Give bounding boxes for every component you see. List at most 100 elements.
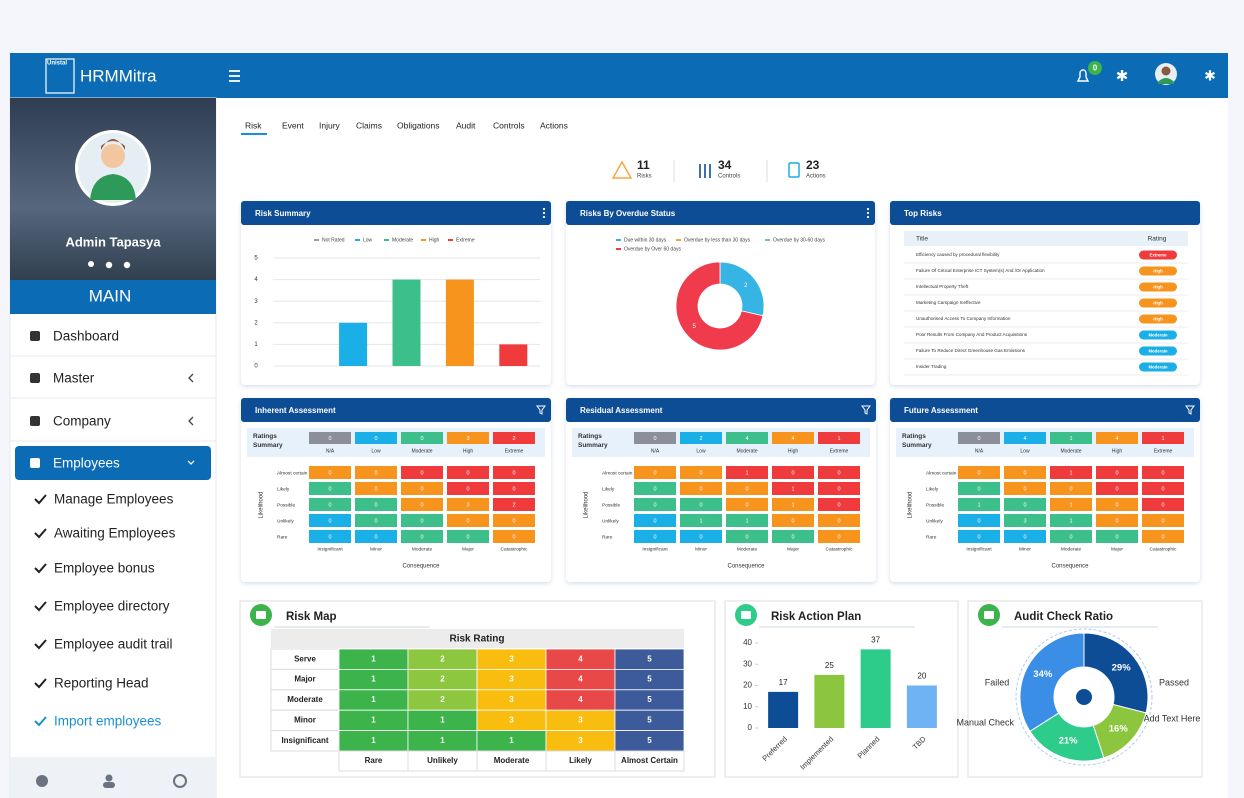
legend-label: High xyxy=(429,237,440,243)
submenu-item[interactable]: Import employees xyxy=(54,714,162,729)
submenu-item[interactable]: Awaiting Employees xyxy=(54,526,176,541)
col-label: Catastrophic xyxy=(826,546,854,552)
settings-icon[interactable]: ✱ xyxy=(1116,68,1129,85)
risk-title: Poor Results From Company And Product Ac… xyxy=(916,332,1028,337)
value-label: 25 xyxy=(825,661,834,670)
rating-badge xyxy=(1139,250,1177,260)
cell-value: 0 xyxy=(653,486,656,492)
card-header xyxy=(890,201,1200,225)
matrix-cell xyxy=(447,514,489,527)
card-menu[interactable] xyxy=(542,211,546,215)
col-label: Major xyxy=(787,546,799,552)
matrix-cell xyxy=(680,498,722,511)
matrix-cell xyxy=(493,466,535,479)
matrix-cell xyxy=(1004,466,1046,479)
cell-value: 0 xyxy=(1161,470,1164,476)
summary-level: N/A xyxy=(975,448,984,454)
tab[interactable]: Controls xyxy=(493,120,525,130)
cell-value: 0 xyxy=(374,470,377,476)
card-icon-glyph xyxy=(984,611,994,619)
y-tick-label: 40 xyxy=(743,638,752,647)
submenu-item[interactable]: Employee audit trail xyxy=(54,637,173,652)
menu-item[interactable]: Master xyxy=(53,371,95,386)
tab[interactable]: Actions xyxy=(540,120,568,130)
card-title: Risk Map xyxy=(286,611,337,623)
card-menu[interactable] xyxy=(542,215,546,219)
card-filter[interactable] xyxy=(1185,405,1195,415)
user-name: Admin Tapasya xyxy=(65,234,161,249)
card-filter[interactable] xyxy=(861,405,871,415)
submenu-item[interactable]: Reporting Head xyxy=(54,676,149,691)
matrix-cell xyxy=(355,514,397,527)
cell-value: 1 xyxy=(977,502,980,508)
matrix-cell xyxy=(309,514,351,527)
footer-icons[interactable] xyxy=(36,774,187,789)
rating-badge xyxy=(1139,330,1177,340)
donut-slice xyxy=(1083,632,1149,714)
y-tick-label: 30 xyxy=(743,659,752,668)
summary-box xyxy=(355,432,397,444)
menu-icon xyxy=(30,331,40,341)
row-label: Serve xyxy=(294,654,316,663)
cell-value: 0 xyxy=(837,518,840,524)
table-title: Risk Rating xyxy=(449,634,504,645)
col-label: Insignificant xyxy=(317,546,343,552)
row-label: Rare xyxy=(277,534,288,540)
matrix-cell xyxy=(401,514,443,527)
risk-title: Unauthorised Access To Company Informati… xyxy=(916,316,1011,321)
menu-item[interactable]: Company xyxy=(53,414,111,429)
profile-actions[interactable] xyxy=(88,261,131,269)
tab[interactable]: Event xyxy=(282,120,304,130)
gear-icon[interactable]: ✱ xyxy=(1204,68,1216,84)
cell-value: 4 xyxy=(578,654,583,663)
slice-label: 16% xyxy=(1109,724,1129,735)
matrix-cell xyxy=(1050,466,1092,479)
card-header xyxy=(566,201,875,225)
cell-value: 0 xyxy=(791,534,794,540)
risk-title: Marketing Campaign Ineffective xyxy=(916,300,981,305)
card-menu[interactable] xyxy=(542,207,546,211)
slice-label: 5 xyxy=(693,324,697,330)
card-filter[interactable] xyxy=(536,405,546,415)
matrix-cell xyxy=(309,498,351,511)
cell-value: 0 xyxy=(837,502,840,508)
chevron xyxy=(188,416,194,426)
card-menu[interactable] xyxy=(866,207,870,211)
matrix-cell xyxy=(1004,482,1046,495)
cell-value: 1 xyxy=(440,716,445,725)
cell-value: 0 xyxy=(1069,486,1072,492)
summary-box xyxy=(680,432,722,444)
cell-value: 0 xyxy=(1115,518,1118,524)
value-label: 20 xyxy=(917,672,926,681)
cell-value: 1 xyxy=(440,736,445,745)
tab[interactable]: Obligations xyxy=(397,120,440,130)
cell-value: 5 xyxy=(647,736,652,745)
card-menu[interactable] xyxy=(866,215,870,219)
row-label: Likely xyxy=(926,486,939,492)
card xyxy=(566,201,875,385)
tab[interactable]: Injury xyxy=(319,120,341,130)
check-icon xyxy=(34,563,47,574)
tab[interactable]: Risk xyxy=(245,120,262,130)
bell-icon[interactable] xyxy=(1076,69,1090,82)
summary-level: Moderate xyxy=(736,448,757,454)
summary-value: 1 xyxy=(1069,436,1072,442)
table-header xyxy=(271,629,684,648)
tab[interactable]: Claims xyxy=(356,120,382,130)
submenu-item[interactable]: Manage Employees xyxy=(54,492,174,507)
chevron xyxy=(187,460,195,465)
menu-toggle[interactable] xyxy=(229,70,240,82)
chevron xyxy=(188,373,194,383)
cell-value: 2 xyxy=(440,695,445,704)
risk-title: Efficiency caused by procedural flexibil… xyxy=(916,252,1000,257)
menu-item[interactable]: Dashboard xyxy=(53,329,119,344)
profile-shirt xyxy=(90,174,136,200)
submenu-item[interactable]: Employee bonus xyxy=(54,561,155,576)
cell-value: 2 xyxy=(440,675,445,684)
menu-item[interactable]: Employees xyxy=(53,456,120,471)
value-label: 37 xyxy=(871,635,880,644)
tab[interactable]: Audit xyxy=(456,120,476,130)
submenu-item[interactable]: Employee directory xyxy=(54,599,170,614)
card-menu[interactable] xyxy=(866,211,870,215)
summary-box xyxy=(401,432,443,444)
